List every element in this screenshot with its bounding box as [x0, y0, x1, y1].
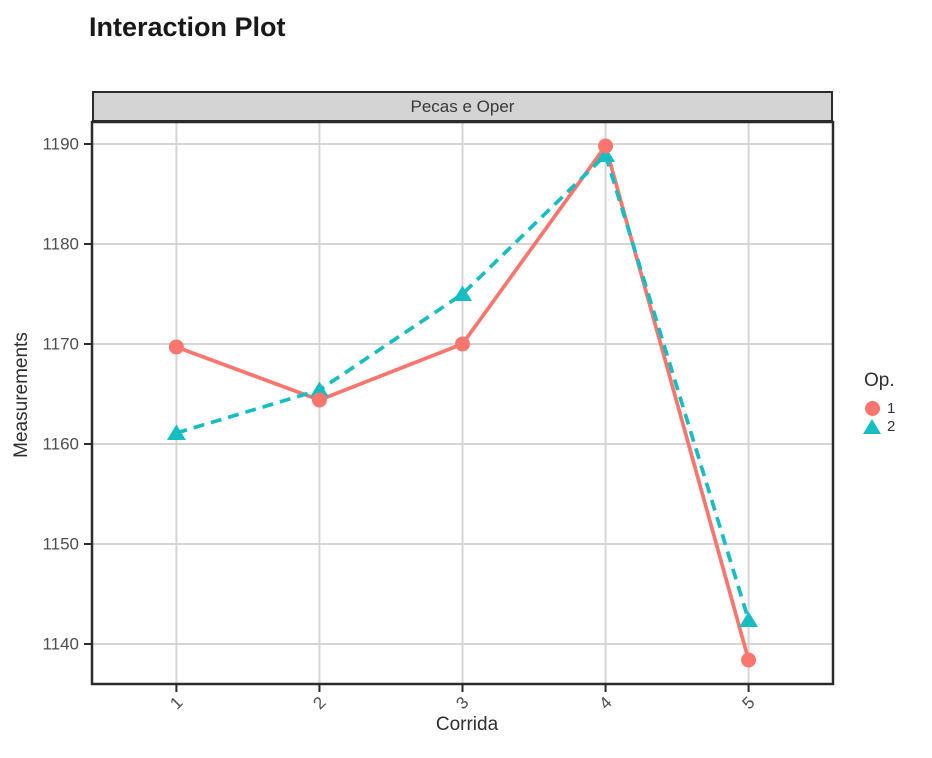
series-1-point	[455, 336, 470, 352]
legend-item-label: 1	[887, 399, 896, 417]
y-tick-label: 1170	[42, 335, 79, 354]
legend-item-op1: 1	[862, 399, 895, 417]
legend-marker-circle	[864, 400, 880, 416]
series-2-point	[166, 424, 186, 440]
legend-swatch	[862, 400, 882, 416]
facet-strip-label: Pecas e Oper	[410, 96, 515, 116]
facet-strip: Pecas e Oper	[92, 91, 833, 122]
legend-item-op2: 2	[862, 417, 895, 435]
series-2-point	[739, 611, 759, 627]
x-tick-label: 2	[309, 693, 329, 713]
series-2-point	[309, 381, 329, 397]
y-tick-label: 1190	[42, 135, 79, 154]
series-2-line	[175, 151, 751, 621]
legend-item-label: 2	[887, 417, 896, 435]
y-tick-label: 1160	[42, 435, 79, 454]
y-axis-title: Measurements	[11, 332, 32, 458]
series-1-point	[741, 652, 757, 668]
legend-title: Op.	[864, 370, 895, 391]
x-tick-label: 3	[452, 693, 472, 713]
series-2-point	[453, 285, 472, 301]
series-2-point	[596, 146, 616, 162]
series-1-point	[598, 138, 614, 154]
x-axis-title: Corrida	[435, 714, 499, 735]
x-tick-label: 4	[595, 693, 615, 713]
legend: Op. 1 2	[862, 370, 895, 435]
chart-title: Interaction Plot	[89, 12, 286, 42]
legend-swatch	[862, 418, 882, 434]
series-1-point	[168, 339, 184, 355]
y-tick-label: 1140	[42, 635, 79, 654]
series-1-point	[311, 392, 327, 408]
y-tick-label: 1150	[42, 535, 79, 554]
legend-marker-triangle	[863, 418, 881, 434]
x-tick-label: 5	[739, 693, 759, 713]
x-tick-label: 1	[166, 693, 186, 713]
y-tick-label: 1180	[42, 235, 79, 254]
